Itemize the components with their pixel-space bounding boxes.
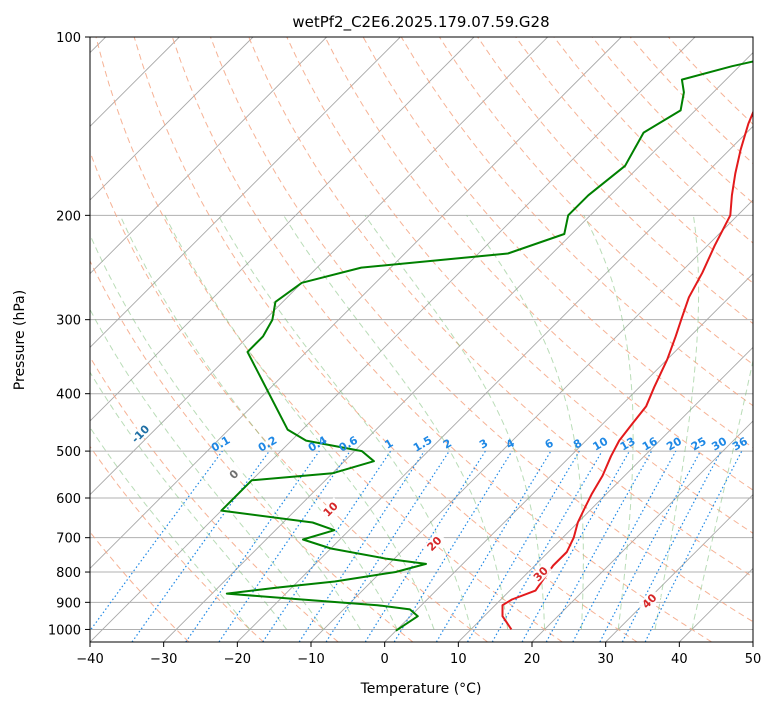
isotherm-line [90,37,696,642]
x-tick-label: 20 [524,652,541,667]
y-axis-title: Pressure (hPa) [12,290,28,390]
moist-adiabat [90,426,251,630]
x-axis: −40 −30 −20 −10 0 10 20 30 40 50 [76,642,761,667]
dry-adiabat [90,445,264,642]
mixing-ratio-line [131,450,270,642]
background-lines [90,37,753,642]
x-tick-label: −10 [297,652,324,667]
y-tick-label: 100 [56,31,81,46]
y-axis: 100 200 300 400 500 600 700 800 900 1000 [48,31,90,638]
x-tick-label: 50 [745,652,762,667]
isotherm-line [163,52,753,642]
x-tick-label: −30 [150,652,177,667]
dry-adiabat [90,259,414,642]
mixing-ratio-line [572,450,677,642]
dry-adiabat [324,37,753,491]
moist-adiabat [466,215,584,630]
dry-adiabat [90,356,339,642]
isotherm-line [90,37,327,275]
dry-adiabat [286,37,753,534]
moist-adiabat [90,371,288,630]
x-axis-title: Temperature (°C) [360,681,482,697]
moist-adiabat [119,215,398,630]
moist-adiabat [217,215,472,630]
isotherm-line [90,37,475,422]
dry-adiabat [515,37,753,284]
chart-title: wetPf2_C2E6.2025.179.07.59.G28 [292,13,549,32]
dry-adiabat [133,37,638,642]
x-tick-label: −40 [76,652,103,667]
mixing-ratio-line [521,450,631,642]
moist-adiabat [691,358,753,630]
mixing-ratio-line [545,450,653,642]
mixing-ratio-line [644,450,743,642]
y-tick-label: 300 [56,314,81,329]
mixing-ratio-line [298,450,425,642]
isotherm-line [237,125,753,642]
y-tick-label: 600 [56,492,81,507]
x-tick-label: 40 [671,652,688,667]
x-tick-label: 0 [381,652,389,667]
y-tick-label: 1000 [48,623,81,638]
isotherm-line [531,420,753,642]
dry-adiabat [171,37,712,642]
dewpoint-profile [220,60,753,632]
mixing-ratio-line [393,450,513,642]
moist-adiabat [583,215,634,630]
mixing-ratio-line [185,450,320,642]
y-tick-label: 400 [56,388,81,403]
plot-area: 0.10.20.40.611.52346810131620253036-100-… [90,37,753,642]
mixing-ratio-line [218,450,351,642]
moist-adiabat [654,215,700,630]
moist-adiabat [90,233,361,630]
dry-adiabat [95,37,563,642]
x-tick-label: −20 [224,652,251,667]
y-tick-label: 500 [56,445,81,460]
isotherm-line [384,273,753,642]
y-tick-label: 200 [56,209,81,224]
mixing-ratio-line [262,450,392,642]
isotherm-line [458,346,753,642]
isotherm-line [90,37,401,348]
isotherm-line [90,37,622,569]
y-tick-label: 900 [56,596,81,611]
isotherm-line [605,494,753,642]
x-tick-label: 10 [450,652,467,667]
y-tick-label: 700 [56,532,81,547]
grid-lines [90,37,753,642]
y-tick-label: 800 [56,566,81,581]
isotherm-line [90,37,548,496]
moist-adiabat [90,308,324,630]
mixing-ratio-line [325,450,450,642]
moist-adiabat [364,215,546,630]
dry-adiabat [210,37,753,623]
x-tick-label: 30 [597,652,614,667]
isotherm-line [90,37,254,201]
moist-adiabat [164,215,435,630]
plot-frame [89,36,754,643]
mixing-ratio-line [90,450,223,632]
dry-adiabat [248,37,753,578]
moist-adiabat [283,215,509,630]
